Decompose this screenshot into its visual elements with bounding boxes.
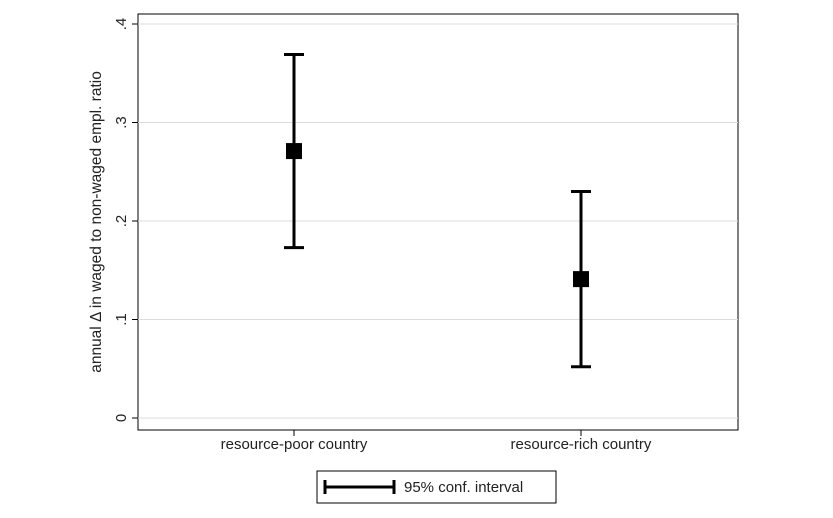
y-tick-label: 0 xyxy=(113,414,130,422)
y-tick-label: .3 xyxy=(113,116,130,129)
grid-layer xyxy=(138,23,738,419)
x-tick-label: resource-rich country xyxy=(511,436,652,453)
point-estimate-marker xyxy=(573,271,589,288)
y-tick-label: .4 xyxy=(113,18,130,31)
y-tick-label: .1 xyxy=(113,313,130,326)
y-tick-label: .2 xyxy=(113,215,130,228)
x-axis: resource-poor country resource-rich count… xyxy=(221,430,652,453)
y-axis: 0 .1 .2 .3 .4 xyxy=(113,18,138,422)
legend: 95% conf. interval xyxy=(316,470,557,504)
plot-frame xyxy=(137,13,739,431)
legend-label: 95% conf. interval xyxy=(404,479,523,496)
x-tick-label: resource-poor country xyxy=(221,436,368,453)
data-layer xyxy=(284,53,591,369)
point-estimate-marker xyxy=(286,143,302,160)
y-axis-label: annual Δ in waged to non-waged empl. rat… xyxy=(88,71,105,373)
